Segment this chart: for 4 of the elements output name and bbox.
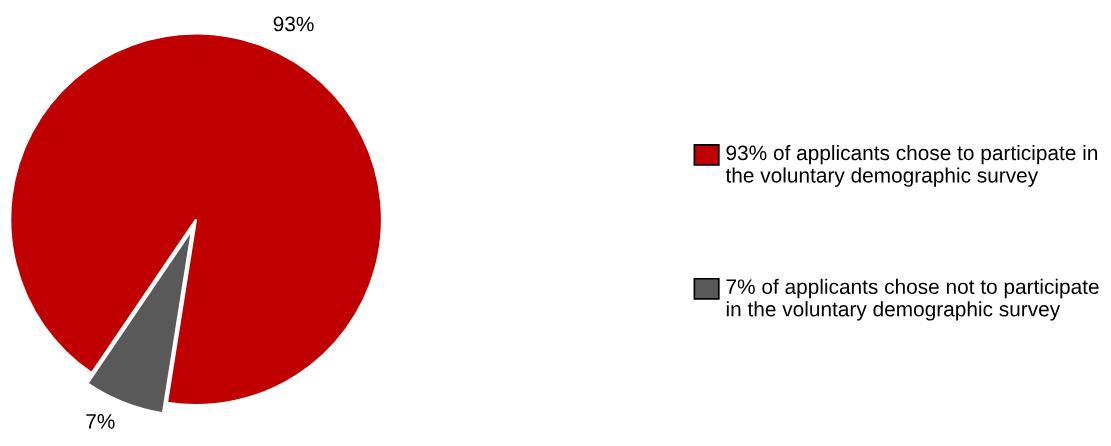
legend-label: 93% of applicants chose to participate in the voluntary demographic survey: [725, 144, 1098, 187]
data-label: 7%: [86, 414, 115, 429]
data-label: 93%: [273, 16, 314, 32]
legend-label: 7% of applicants chose not to participate in the voluntary demographic survey: [726, 278, 1099, 321]
